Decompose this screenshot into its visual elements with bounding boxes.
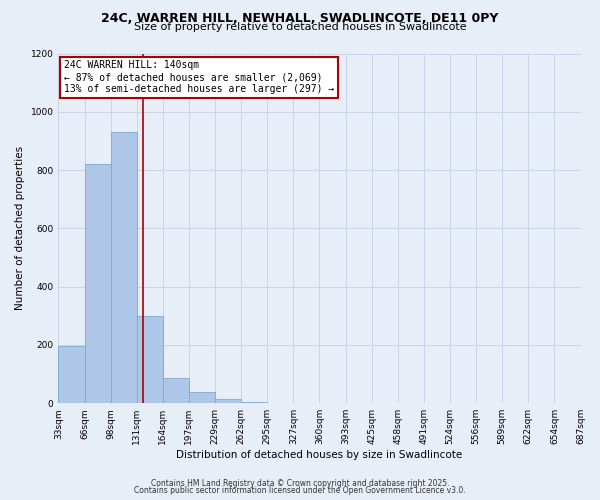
Bar [85, 164, 110, 403]
Bar [110, 132, 137, 403]
Text: Contains public sector information licensed under the Open Government Licence v3: Contains public sector information licen… [134, 486, 466, 495]
Text: 24C, WARREN HILL, NEWHALL, SWADLINCOTE, DE11 0PY: 24C, WARREN HILL, NEWHALL, SWADLINCOTE, … [101, 12, 499, 26]
Bar [215, 399, 241, 403]
Bar [137, 316, 163, 403]
Y-axis label: Number of detached properties: Number of detached properties [15, 146, 25, 310]
Text: 24C WARREN HILL: 140sqm
← 87% of detached houses are smaller (2,069)
13% of semi: 24C WARREN HILL: 140sqm ← 87% of detache… [64, 60, 334, 94]
X-axis label: Distribution of detached houses by size in Swadlincote: Distribution of detached houses by size … [176, 450, 463, 460]
Bar [189, 392, 215, 403]
Text: Size of property relative to detached houses in Swadlincote: Size of property relative to detached ho… [134, 22, 466, 32]
Bar [163, 378, 189, 403]
Text: Contains HM Land Registry data © Crown copyright and database right 2025.: Contains HM Land Registry data © Crown c… [151, 478, 449, 488]
Bar [58, 346, 85, 403]
Bar [241, 402, 267, 403]
